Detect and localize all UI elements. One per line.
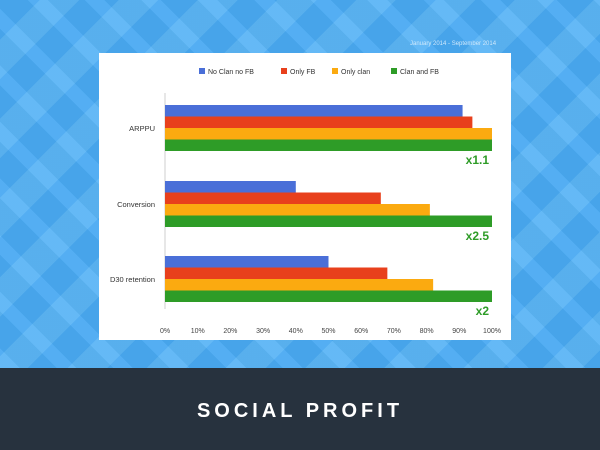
footer-bar bbox=[0, 368, 600, 450]
legend: No Clan no FB Only FB Only clan Clan and FB bbox=[199, 68, 439, 76]
bar bbox=[165, 105, 463, 117]
chart-panel: No Clan no FB Only FB Only clan Clan and FB… bbox=[99, 53, 511, 340]
bar bbox=[165, 215, 492, 227]
multiplier-annotation: x2.5 bbox=[466, 229, 490, 243]
x-tick-label: 90% bbox=[452, 328, 466, 335]
category-labels: ARPPU Conversion D30 retention bbox=[110, 124, 155, 284]
bar-chart: No Clan no FB Only FB Only clan Clan and FB… bbox=[110, 68, 501, 335]
bar bbox=[165, 290, 492, 302]
bar bbox=[165, 116, 473, 128]
multiplier-annotation: x2 bbox=[476, 304, 490, 318]
bar bbox=[165, 128, 492, 140]
legend-swatch bbox=[199, 68, 205, 74]
bar bbox=[165, 279, 434, 291]
bar bbox=[165, 181, 296, 193]
x-tick-label: 80% bbox=[420, 328, 434, 335]
category-label: Conversion bbox=[117, 200, 155, 209]
bar bbox=[165, 192, 381, 204]
legend-swatch bbox=[281, 68, 287, 74]
category-label: D30 retention bbox=[110, 275, 155, 284]
bar bbox=[165, 204, 430, 216]
legend-swatch bbox=[332, 68, 338, 74]
x-tick-label: 60% bbox=[354, 328, 368, 335]
x-tick-label: 0% bbox=[160, 328, 170, 335]
bar bbox=[165, 256, 329, 268]
multiplier-annotation: x1.1 bbox=[466, 153, 490, 167]
legend-label: No Clan no FB bbox=[208, 69, 254, 76]
legend-swatch bbox=[391, 68, 397, 74]
bars bbox=[165, 105, 492, 302]
legend-label: Clan and FB bbox=[400, 69, 439, 76]
annotations: x1.1 x2.5 x2 bbox=[466, 153, 490, 318]
legend-label: Only clan bbox=[341, 69, 370, 76]
footer-title: SOCIAL PROFIT bbox=[196, 400, 404, 422]
x-tick-label: 20% bbox=[223, 328, 237, 335]
legend-label: Only FB bbox=[290, 69, 316, 76]
x-tick-label: 100% bbox=[483, 328, 501, 335]
x-tick-labels: 0% 10% 20% 30% 40% 50% 60% 70% 80% 90% 100% bbox=[160, 328, 501, 335]
x-tick-label: 30% bbox=[256, 328, 270, 335]
bar bbox=[165, 139, 492, 151]
category-label: ARPPU bbox=[129, 124, 155, 133]
bar bbox=[165, 267, 388, 279]
x-tick-label: 10% bbox=[191, 328, 205, 335]
date-range: January 2014 - September 2014 bbox=[410, 41, 497, 47]
x-tick-label: 70% bbox=[387, 328, 401, 335]
x-tick-label: 40% bbox=[289, 328, 303, 335]
x-tick-label: 50% bbox=[321, 328, 335, 335]
